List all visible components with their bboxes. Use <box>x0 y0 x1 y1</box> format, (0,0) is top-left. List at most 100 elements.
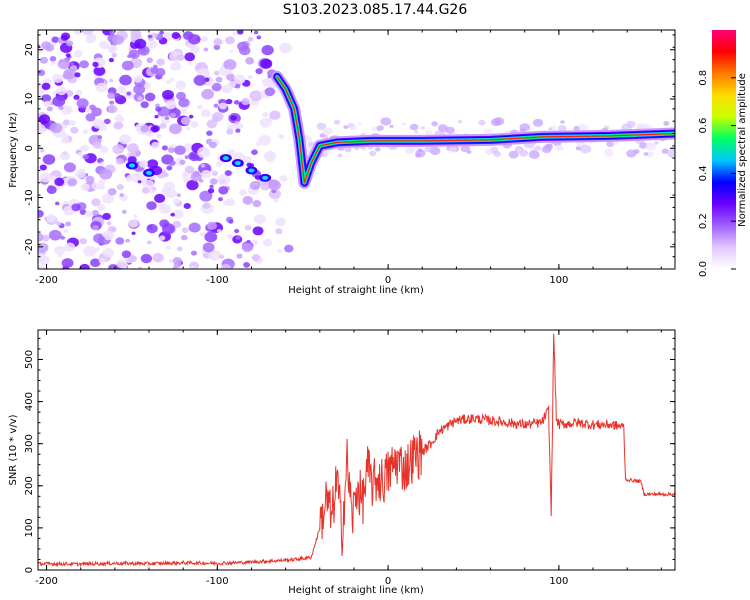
heatmap-speckle <box>333 119 341 125</box>
heatmap-speckle <box>233 74 246 85</box>
heatmap-speckle <box>73 50 83 58</box>
heatmap-speckle <box>107 44 118 54</box>
heatmap-speckle <box>225 198 235 207</box>
heatmap-ridge <box>276 76 675 184</box>
heatmap-speckle <box>97 135 103 140</box>
heatmap-speckle <box>188 114 194 119</box>
spectrogram-x-tick-label: 0 <box>385 275 391 286</box>
colorbar-gradient <box>712 30 736 269</box>
heatmap-blob-core <box>234 161 241 166</box>
heatmap-speckle <box>171 32 181 40</box>
heatmap-speckle <box>253 30 259 35</box>
heatmap-speckle <box>207 188 215 194</box>
heatmap-speckle <box>92 61 99 68</box>
heatmap-speckle <box>168 160 176 166</box>
heatmap-blob-core <box>262 175 269 180</box>
heatmap-blob-core <box>248 168 255 173</box>
spectrogram-x-tick-label: -200 <box>35 275 58 286</box>
heatmap-speckle <box>140 125 149 133</box>
spectrogram-y-tick-label: 0 <box>24 145 35 151</box>
heatmap-speckle <box>493 150 502 157</box>
heatmap-speckle <box>184 165 195 174</box>
heatmap-speckle <box>65 53 71 58</box>
heatmap-speckle <box>161 223 176 235</box>
heatmap-speckle <box>233 100 240 105</box>
heatmap-speckle <box>174 145 186 156</box>
heatmap-speckle <box>263 150 277 162</box>
heatmap-speckle <box>519 149 529 157</box>
heatmap-speckle <box>215 76 223 83</box>
heatmap-speckle <box>165 100 177 110</box>
heatmap-speckle <box>82 30 94 36</box>
snr-frame <box>37 329 676 571</box>
heatmap-speckle <box>226 128 234 135</box>
heatmap-speckle <box>154 193 166 203</box>
heatmap-speckle <box>115 158 124 165</box>
heatmap-speckle <box>256 35 262 40</box>
heatmap-speckle <box>626 149 637 158</box>
colorbar-label: Normalized spectral amplitude <box>737 73 748 227</box>
heatmap-speckle <box>284 244 294 253</box>
heatmap-speckle <box>93 233 105 244</box>
heatmap-speckle <box>121 209 127 214</box>
heatmap-speckle <box>401 122 407 126</box>
heatmap-speckle <box>147 40 158 49</box>
heatmap-speckle <box>560 120 565 124</box>
heatmap-speckle <box>209 178 218 185</box>
heatmap-speckle <box>190 45 200 54</box>
heatmap-speckle <box>149 189 155 194</box>
heatmap-speckle <box>71 203 81 212</box>
heatmap-speckle <box>146 223 158 234</box>
snr-panel: -200 -100 0 100 0 100 200 300 400 500 Height of … <box>8 329 676 596</box>
heatmap-speckle <box>134 38 147 49</box>
heatmap-speckle <box>82 129 89 135</box>
heatmap-speckle <box>180 108 187 114</box>
heatmap-speckle <box>251 149 258 155</box>
heatmap-speckle <box>217 229 222 233</box>
heatmap-speckle <box>178 97 190 108</box>
heatmap-speckle <box>150 125 159 133</box>
heatmap-speckle <box>643 152 649 156</box>
heatmap-speckle <box>225 36 235 45</box>
heatmap-speckle <box>645 151 654 158</box>
heatmap-speckle <box>63 229 69 233</box>
snr-y-tick-label: 200 <box>24 476 35 495</box>
heatmap-speckle <box>38 47 43 55</box>
heatmap-speckle <box>170 77 175 82</box>
heatmap-speckle <box>645 142 657 151</box>
heatmap-speckle <box>252 226 264 236</box>
heatmap-speckle <box>213 44 221 51</box>
heatmap-speckle <box>260 58 273 69</box>
heatmap-speckle <box>199 232 206 237</box>
heatmap-speckle <box>60 32 71 41</box>
snr-y-tick-label: 300 <box>24 434 35 453</box>
heatmap-speckle <box>431 121 438 127</box>
heatmap-speckle <box>534 145 542 151</box>
heatmap-speckle <box>224 68 232 75</box>
heatmap-speckle <box>247 36 254 42</box>
heatmap-speckle <box>60 235 66 240</box>
heatmap-speckle <box>113 121 124 130</box>
heatmap-speckle <box>156 58 165 66</box>
heatmap-speckle <box>42 154 56 165</box>
heatmap-speckle <box>235 128 241 133</box>
heatmap-speckle <box>133 75 143 83</box>
heatmap-speckle <box>158 203 172 214</box>
heatmap-speckle <box>421 126 426 130</box>
heatmap-speckle <box>273 198 279 203</box>
heatmap-speckle <box>52 73 64 83</box>
heatmap-speckle <box>66 40 74 47</box>
heatmap-speckle <box>213 70 220 76</box>
heatmap-speckle <box>252 199 262 208</box>
heatmap-speckle <box>56 86 67 96</box>
heatmap-speckle <box>371 126 378 131</box>
heatmap-speckle <box>484 148 493 156</box>
heatmap-speckle <box>168 259 174 264</box>
heatmap-speckle <box>215 161 223 167</box>
heatmap-blob-core <box>128 163 135 168</box>
heatmap-speckle <box>261 44 274 56</box>
heatmap-speckle <box>43 100 52 108</box>
heatmap-speckle <box>238 189 248 196</box>
heatmap-speckle <box>98 257 106 264</box>
heatmap-speckle <box>61 258 74 268</box>
